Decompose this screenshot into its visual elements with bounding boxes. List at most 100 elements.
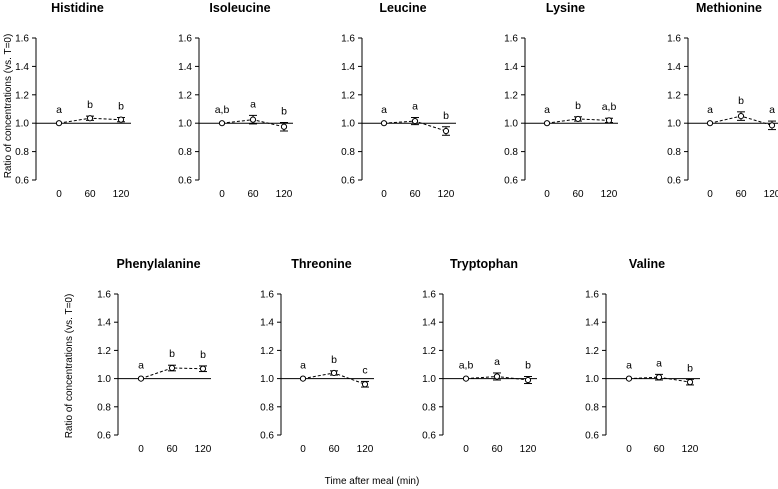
data-point	[86, 115, 94, 122]
y-tick-label: 0.8	[585, 402, 599, 413]
y-tick-label: 1.0	[667, 119, 681, 130]
y-tick-label: 1.2	[422, 346, 436, 357]
y-tick-label: 1.2	[504, 90, 518, 101]
y-tick-label: 1.0	[178, 119, 192, 130]
y-tick-label: 1.4	[178, 62, 192, 73]
data-point	[168, 364, 176, 372]
x-tick-label: 120	[682, 444, 699, 455]
significance-letter: b	[87, 99, 93, 111]
x-tick-label: 0	[626, 444, 632, 455]
x-tick-label: 60	[735, 189, 747, 200]
significance-letter: a	[56, 104, 62, 116]
panel-title: Threonine	[291, 257, 351, 271]
y-tick-label: 0.8	[341, 147, 355, 158]
y-tick-label: 1.0	[341, 119, 355, 130]
panels: Histidine 0.6 0.8 1.0 1.2 1.4 1.6 0 60 120 a b b Isol…	[15, 1, 778, 455]
x-axis-label: Time after meal (min)	[325, 476, 420, 487]
data-point	[199, 365, 207, 372]
significance-letter: b	[738, 95, 744, 107]
significance-letter: b	[525, 359, 531, 371]
y-tick-label: 1.6	[667, 34, 681, 45]
significance-letter: b	[118, 101, 124, 113]
x-tick-label: 60	[491, 444, 503, 455]
y-tick-label: 1.4	[504, 62, 518, 73]
significance-letter: a	[626, 359, 632, 371]
y-tick-label: 1.0	[422, 374, 436, 385]
data-point	[493, 373, 501, 380]
panel-lysine: Lysine 0.6 0.8 1.0 1.2 1.4 1.6 0 60 120 a b a,b	[504, 1, 618, 200]
x-tick-label: 0	[219, 189, 225, 200]
y-tick-label: 1.2	[667, 90, 681, 101]
data-point	[411, 117, 419, 125]
data-point	[706, 120, 714, 127]
y-tick-label: 0.8	[422, 402, 436, 413]
panel-title: Histidine	[51, 1, 104, 15]
significance-letter: b	[169, 348, 175, 360]
data-point	[299, 375, 307, 382]
y-tick-label: 0.8	[97, 402, 111, 413]
significance-letter: a	[138, 359, 144, 371]
y-axis-label-top-row: Ratio of concentrations (vs. T=0)	[3, 34, 14, 179]
x-tick-label: 0	[300, 444, 306, 455]
x-tick-label: 120	[438, 189, 455, 200]
y-tick-label: 0.6	[178, 176, 192, 187]
y-tick-label: 1.6	[341, 34, 355, 45]
panel-tryptophan: Tryptophan 0.6 0.8 1.0 1.2 1.4 1.6 0 60 120 a,b a b	[422, 257, 537, 455]
data-point	[330, 369, 338, 377]
y-tick-label: 1.4	[585, 318, 599, 329]
y-tick-label: 1.4	[667, 62, 681, 73]
x-tick-label: 0	[138, 444, 144, 455]
data-point	[137, 375, 145, 382]
x-tick-label: 60	[247, 189, 259, 200]
panel-threonine: Threonine 0.6 0.8 1.0 1.2 1.4 1.6 0 60 120 a b c	[260, 257, 374, 455]
y-tick-label: 1.0	[504, 119, 518, 130]
y-tick-label: 1.2	[260, 346, 274, 357]
y-tick-label: 1.6	[178, 34, 192, 45]
y-tick-label: 1.4	[15, 62, 29, 73]
data-point	[55, 120, 63, 127]
y-tick-label: 1.6	[97, 290, 111, 301]
y-tick-label: 0.6	[15, 176, 29, 187]
x-tick-label: 60	[572, 189, 584, 200]
data-point	[625, 375, 633, 382]
significance-letter: a	[381, 104, 387, 116]
y-tick-label: 1.6	[585, 290, 599, 301]
significance-letter: a	[412, 101, 418, 113]
significance-letter: a	[300, 359, 306, 371]
x-tick-label: 60	[166, 444, 178, 455]
data-point	[737, 113, 745, 120]
x-tick-label: 60	[328, 444, 340, 455]
x-tick-label: 0	[707, 189, 713, 200]
y-tick-label: 0.6	[260, 431, 274, 442]
significance-letter: a	[250, 98, 256, 110]
significance-letter: a	[707, 104, 713, 116]
panel-histidine: Histidine 0.6 0.8 1.0 1.2 1.4 1.6 0 60 120 a b b	[15, 1, 131, 200]
y-tick-label: 0.8	[15, 147, 29, 158]
y-tick-label: 0.8	[178, 147, 192, 158]
y-tick-label: 1.4	[97, 318, 111, 329]
y-tick-label: 0.6	[667, 176, 681, 187]
significance-letter: b	[687, 362, 693, 374]
y-tick-label: 1.4	[422, 318, 436, 329]
significance-letter: b	[575, 100, 581, 112]
data-point	[655, 374, 663, 381]
data-point	[462, 375, 470, 382]
data-point	[686, 379, 694, 386]
x-tick-label: 120	[520, 444, 537, 455]
data-point	[543, 120, 551, 127]
x-tick-label: 60	[84, 189, 96, 200]
data-point	[380, 120, 388, 127]
y-tick-label: 1.2	[341, 90, 355, 101]
data-point	[768, 122, 776, 129]
significance-letter: b	[331, 354, 337, 366]
significance-letter: b	[281, 105, 287, 117]
significance-letter: a	[494, 356, 500, 368]
y-tick-label: 1.0	[260, 374, 274, 385]
data-point	[218, 120, 226, 127]
significance-letter: b	[443, 110, 449, 122]
panel-title: Isoleucine	[209, 1, 270, 15]
significance-letter: c	[362, 364, 367, 376]
y-tick-label: 1.0	[15, 119, 29, 130]
significance-letter: a	[656, 357, 662, 369]
data-point	[574, 115, 582, 123]
